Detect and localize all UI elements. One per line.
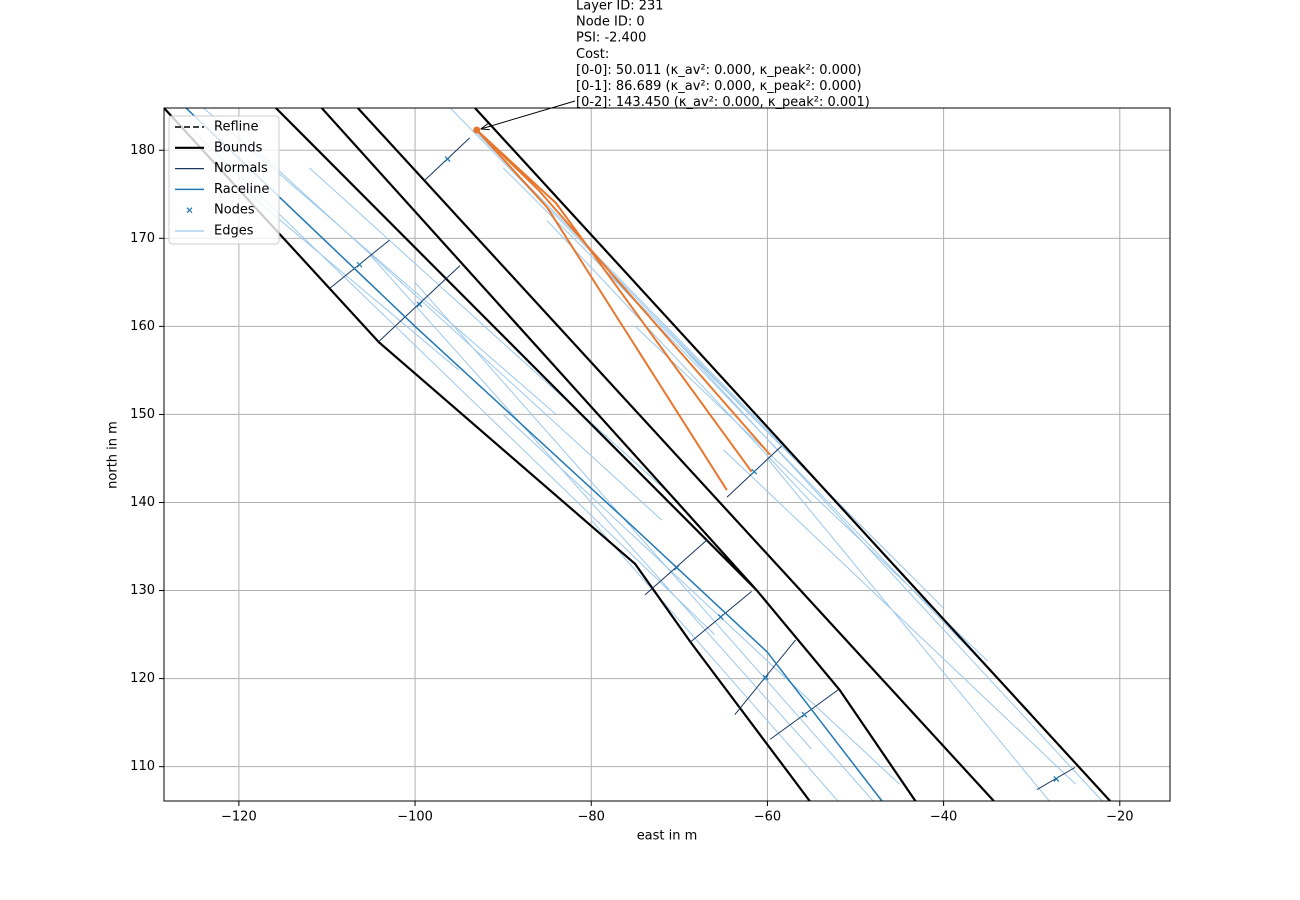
grid — [164, 108, 1170, 801]
y-tick-label: 150 — [130, 407, 155, 422]
node-marker — [444, 156, 451, 162]
y-tick-label: 120 — [130, 671, 155, 686]
arrow-head — [480, 123, 490, 131]
y-tick-label: 140 — [130, 495, 155, 510]
annotation-text: [0-1]: 86.689 (κ_av²: 0.000, κ_peak²: 0.… — [576, 79, 862, 94]
highlight-edges — [475, 129, 771, 491]
annotation-text: PSI: -2.400 — [576, 31, 646, 46]
legend-label: Edges — [214, 224, 254, 239]
node-marker — [762, 674, 769, 681]
y-axis-label: north in m — [106, 421, 121, 489]
legend: Refline Bounds Normals Raceline Nodes Edges — [168, 115, 280, 245]
highlight-node — [473, 126, 481, 134]
x-tick-label: −40 — [930, 810, 957, 825]
node-marker — [356, 261, 363, 268]
x-tick-label: −80 — [578, 810, 605, 825]
legend-marker — [186, 207, 193, 214]
annotation-text: Node ID: 0 — [576, 15, 645, 30]
plot-area — [164, 108, 1111, 801]
annotation-text: [0-0]: 50.011 (κ_av²: 0.000, κ_peak²: 0.… — [576, 63, 862, 78]
y-tick-label: 130 — [130, 583, 155, 598]
node-marker — [416, 301, 423, 308]
y-tick-label: 180 — [130, 143, 155, 158]
legend-label: Normals — [214, 161, 268, 176]
annotation-text: [0-2]: 143.450 (κ_av²: 0.000, κ_peak²: 0… — [576, 95, 870, 110]
annotation-text: Layer ID: 231 — [576, 0, 664, 14]
x-tick-label: −120 — [221, 810, 257, 825]
x-tick-label: −20 — [1106, 810, 1133, 825]
series-line — [194, 108, 1103, 801]
node-marker — [801, 711, 808, 718]
legend-label: Nodes — [214, 203, 255, 218]
annotation-text: Cost: — [576, 47, 609, 62]
legend-label: Raceline — [214, 182, 269, 197]
axes-frame — [163, 107, 1171, 802]
series-line — [185, 108, 883, 801]
y-tick-label: 110 — [130, 759, 155, 774]
legend-label: Bounds — [214, 140, 263, 155]
node-marker — [1053, 776, 1060, 782]
ticks: −120 −100 −80 −60 −40 −20 110 120 130 140 150 160 17… — [130, 143, 1133, 825]
node-marker — [673, 564, 680, 571]
y-tick-label: 160 — [130, 319, 155, 334]
node-marker — [717, 614, 724, 620]
series-line — [164, 108, 1111, 801]
x-tick-label: −100 — [397, 810, 433, 825]
y-tick-label: 170 — [130, 231, 155, 246]
node-marker — [751, 468, 758, 475]
annotation-arrow — [480, 100, 576, 130]
x-tick-label: −60 — [754, 810, 781, 825]
x-axis-label: east in m — [637, 829, 698, 844]
legend-label: Refline — [214, 120, 258, 135]
